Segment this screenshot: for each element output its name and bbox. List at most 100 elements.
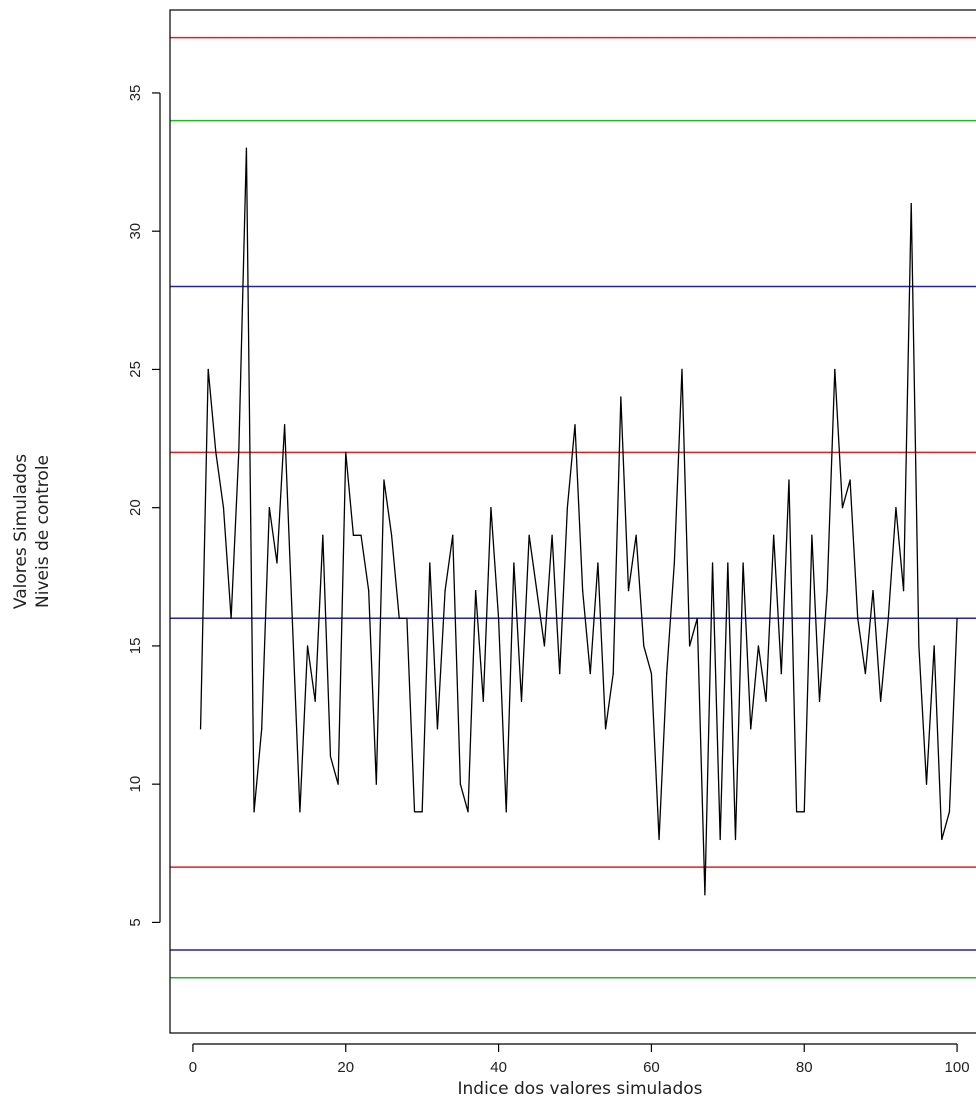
data-point	[444, 590, 446, 592]
data-point	[742, 562, 744, 564]
data-point	[222, 507, 225, 509]
data-point	[215, 451, 217, 453]
data-point	[207, 368, 209, 371]
data-point	[910, 202, 912, 205]
data-point	[559, 672, 561, 675]
data-point	[666, 672, 668, 675]
plot-frame	[169, 9, 976, 1034]
data-point	[857, 617, 859, 619]
data-point	[582, 590, 584, 592]
data-point	[727, 562, 729, 564]
data-point	[925, 783, 928, 785]
x-axis: 0 20 40 60 80 100	[189, 1043, 970, 1076]
data-point	[490, 507, 492, 509]
data-point	[635, 534, 637, 536]
data-point	[467, 811, 469, 813]
y-axis-title-line-1: Valores Simulados	[11, 454, 31, 609]
data-point	[719, 838, 721, 841]
data-point	[398, 617, 400, 619]
data-point	[459, 783, 461, 785]
data-point	[673, 562, 675, 564]
data-point	[788, 479, 790, 481]
x-tick-label: 60	[643, 1059, 660, 1076]
data-point	[704, 894, 706, 896]
data-point	[681, 368, 683, 371]
data-point	[368, 590, 370, 592]
data-point	[475, 590, 477, 592]
data-point	[880, 700, 882, 702]
data-point	[796, 811, 798, 813]
data-point	[452, 534, 454, 536]
y-axis: 5 10 15 20 25 30 35	[127, 85, 161, 927]
data-point	[834, 368, 836, 371]
data-point	[352, 534, 354, 536]
data-point	[497, 617, 500, 619]
data-point	[322, 534, 324, 536]
data-point	[276, 562, 278, 564]
data-point	[284, 424, 286, 426]
data-point	[299, 811, 301, 813]
y-tick-label: 25	[127, 361, 144, 378]
data-point	[887, 617, 889, 619]
data-point	[956, 617, 958, 619]
data-point	[872, 590, 874, 592]
x-axis-title: Indice dos valores simulados	[457, 1079, 702, 1099]
y-axis-title-line-2: Niveis de controle	[33, 455, 53, 608]
data-point	[711, 562, 714, 564]
data-point	[199, 728, 202, 730]
data-point	[780, 672, 782, 675]
y-tick-label: 35	[127, 85, 144, 102]
x-tick-label: 0	[189, 1059, 197, 1076]
data-point	[306, 645, 309, 647]
data-point	[689, 645, 691, 647]
data-point	[864, 672, 866, 675]
data-point	[406, 617, 408, 619]
data-point	[902, 590, 905, 592]
data-point	[750, 728, 752, 730]
data-point	[543, 645, 546, 647]
data-point	[230, 617, 232, 619]
data-point	[941, 838, 943, 841]
data-point	[291, 617, 293, 619]
data-point	[413, 811, 416, 813]
data-point	[757, 645, 759, 647]
data-point	[536, 590, 538, 592]
data-point	[314, 700, 316, 702]
data-point	[643, 645, 645, 647]
data-point	[650, 672, 653, 675]
data-point	[818, 700, 821, 702]
data-point	[589, 672, 591, 675]
data-point	[551, 534, 553, 536]
data-point	[826, 590, 828, 592]
data-points	[199, 147, 958, 896]
data-point	[841, 507, 844, 509]
data-point	[933, 645, 935, 647]
data-point	[391, 534, 393, 536]
data-point	[574, 424, 576, 426]
x-tick-label: 100	[945, 1059, 970, 1076]
data-point	[337, 783, 339, 785]
data-point	[245, 147, 248, 149]
x-tick-label: 40	[490, 1059, 507, 1076]
data-point	[948, 811, 951, 813]
data-point	[627, 590, 630, 592]
data-point	[261, 728, 263, 730]
data-point	[505, 811, 507, 813]
data-point	[482, 700, 484, 702]
data-point	[268, 507, 270, 509]
data-point	[253, 811, 255, 813]
data-point	[620, 396, 622, 398]
y-tick-label: 10	[127, 776, 144, 793]
data-point	[436, 728, 439, 730]
y-axis-title: Valores Simulados Niveis de controle	[11, 454, 53, 609]
reference-lines	[170, 36, 976, 979]
y-tick-label: 20	[127, 499, 144, 516]
data-point	[383, 479, 385, 481]
data-point	[513, 562, 515, 564]
data-point	[329, 755, 332, 758]
data-point	[421, 811, 423, 813]
data-point	[849, 479, 851, 481]
data-point	[566, 507, 568, 509]
data-point	[429, 562, 431, 564]
